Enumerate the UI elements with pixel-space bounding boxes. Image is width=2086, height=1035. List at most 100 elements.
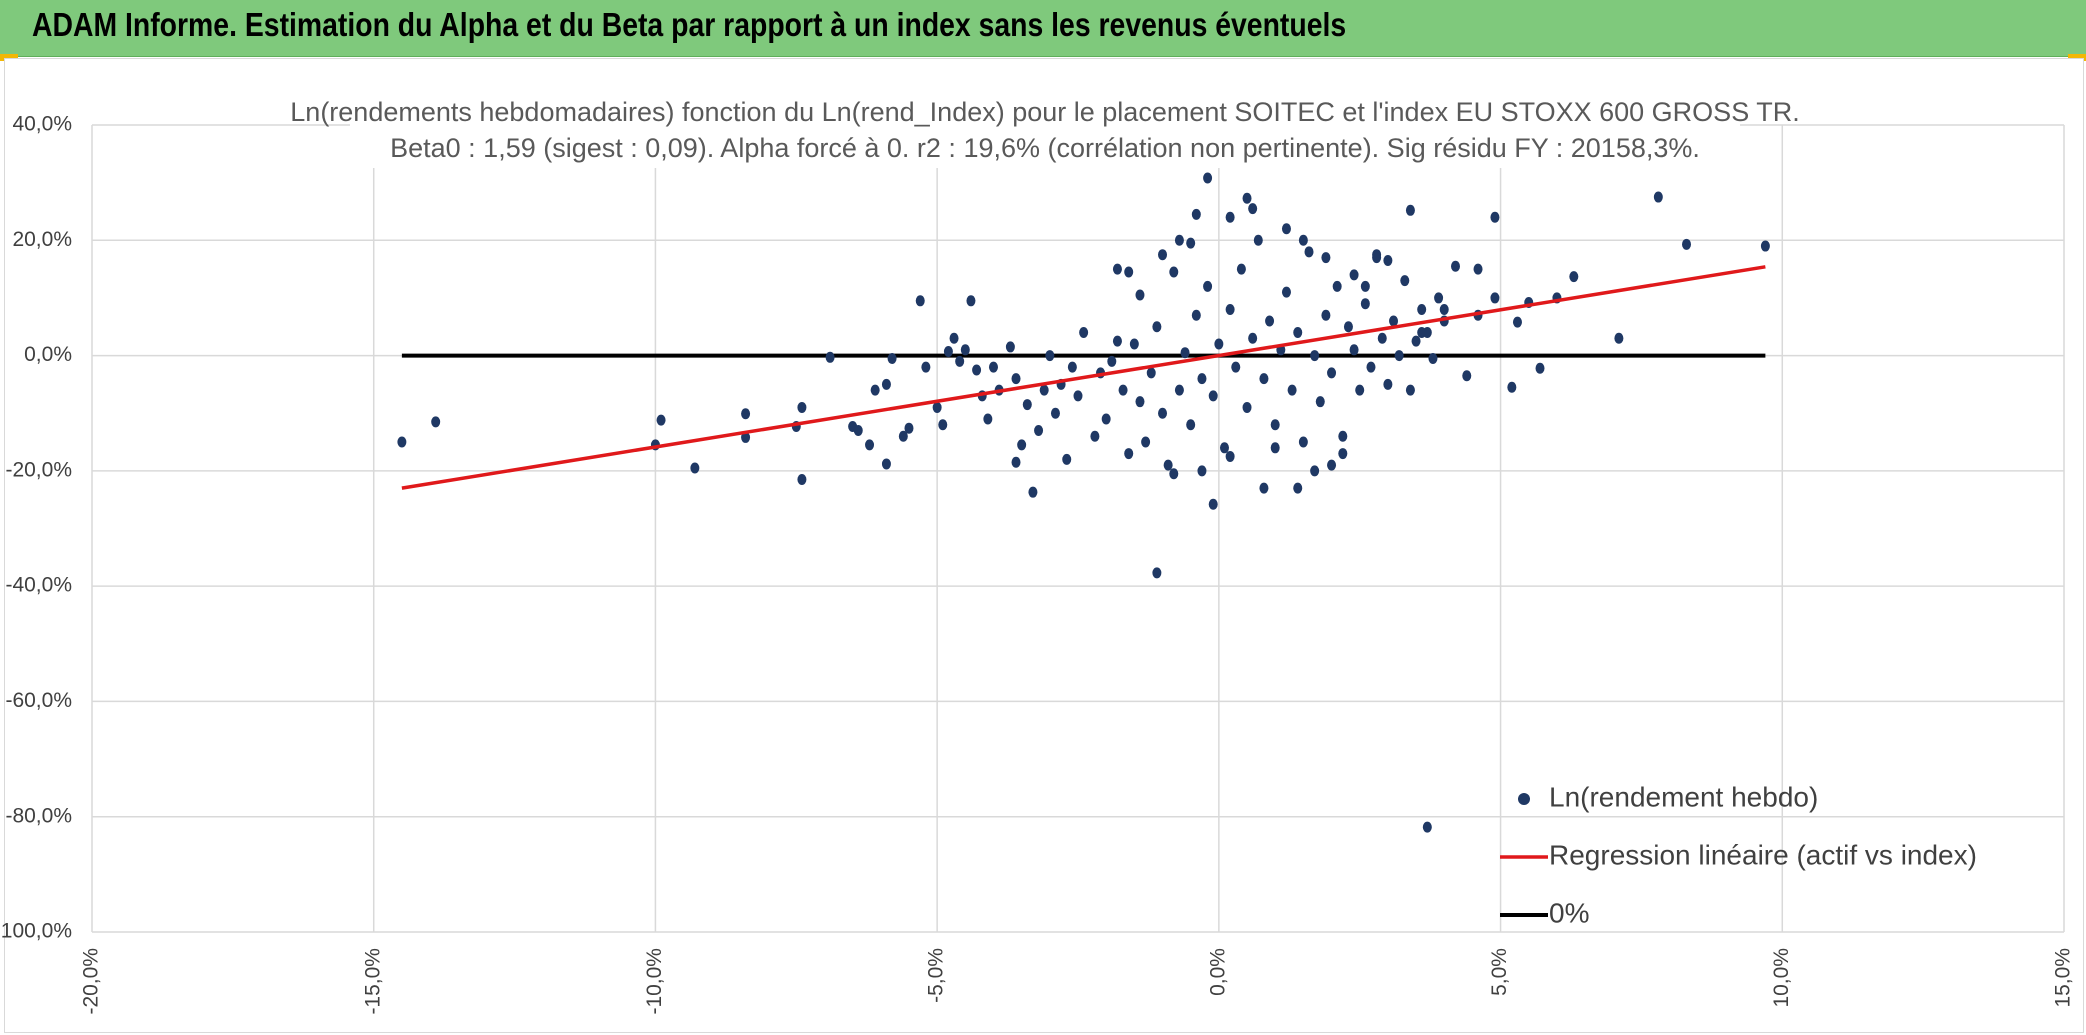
- data-point: [1270, 442, 1280, 454]
- data-point: [1242, 192, 1252, 204]
- data-point: [955, 355, 965, 367]
- data-point: [656, 414, 666, 426]
- data-point: [1152, 567, 1162, 579]
- data-point: [1067, 361, 1077, 373]
- data-point: [887, 352, 897, 364]
- y-tick-label: -80,0%: [5, 804, 72, 827]
- y-tick-label: 40,0%: [12, 113, 72, 136]
- chart-title: Ln(rendements hebdomadaires) fonction du…: [290, 97, 1799, 127]
- data-point: [1101, 413, 1111, 425]
- data-point: [797, 401, 807, 413]
- y-tick-label: -60,0%: [5, 689, 72, 712]
- data-point: [1355, 384, 1365, 396]
- y-axis-ticks: 40,0% 20,0% 0,0% -20,0% -40,0% -60,0% -80,0% -1…: [0, 113, 72, 943]
- data-point: [1186, 419, 1196, 431]
- data-point: [1248, 332, 1258, 344]
- data-point: [1405, 204, 1415, 216]
- data-point: [865, 439, 875, 451]
- data-point: [1135, 289, 1145, 301]
- data-point: [1462, 370, 1472, 382]
- data-point: [1512, 316, 1522, 328]
- data-point: [1124, 266, 1134, 278]
- data-point: [1321, 309, 1331, 321]
- data-point: [1011, 373, 1021, 385]
- data-point: [1366, 361, 1376, 373]
- data-point: [1197, 373, 1207, 385]
- data-point: [983, 413, 993, 425]
- data-point: [1614, 332, 1624, 344]
- data-point: [1225, 211, 1235, 223]
- data-point: [1146, 367, 1156, 379]
- data-point: [1158, 407, 1168, 419]
- legend-label-zero: 0%: [1549, 897, 1589, 928]
- data-point: [1163, 459, 1173, 471]
- data-point: [881, 378, 891, 390]
- data-point: [1535, 362, 1545, 374]
- data-point: [932, 401, 942, 413]
- data-point: [1417, 303, 1427, 315]
- corner-marker-right: [2068, 54, 2086, 61]
- data-point: [1231, 361, 1241, 373]
- data-point: [870, 384, 880, 396]
- data-point: [1242, 401, 1252, 413]
- legend: Ln(rendement hebdo) Regression linéaire …: [1500, 781, 1977, 928]
- data-point: [1248, 203, 1258, 215]
- data-point: [1259, 482, 1269, 494]
- data-point: [1208, 390, 1218, 402]
- data-point: [1197, 465, 1207, 477]
- data-point: [938, 419, 948, 431]
- data-point: [1270, 419, 1280, 431]
- y-tick-label: -20,0%: [5, 458, 72, 481]
- data-point: [1174, 234, 1184, 246]
- x-tick-label: -20,0%: [80, 948, 103, 1015]
- data-point: [1253, 234, 1263, 246]
- data-point: [1079, 327, 1089, 339]
- data-point: [943, 346, 953, 358]
- data-point: [1760, 240, 1770, 252]
- data-point: [1400, 275, 1410, 287]
- data-point: [1377, 332, 1387, 344]
- data-point: [797, 474, 807, 486]
- data-point: [1338, 448, 1348, 460]
- data-point: [1287, 384, 1297, 396]
- y-tick-label: -100,0%: [0, 920, 72, 943]
- data-point: [1310, 350, 1320, 362]
- data-point: [1321, 252, 1331, 264]
- data-point: [1203, 280, 1213, 292]
- chart-area: [4, 58, 2084, 1033]
- x-tick-label: -15,0%: [361, 948, 384, 1015]
- data-point: [1682, 238, 1692, 250]
- data-point: [1293, 327, 1303, 339]
- data-point: [1219, 442, 1229, 454]
- data-point: [1169, 266, 1179, 278]
- data-point: [1034, 425, 1044, 437]
- data-point: [898, 430, 908, 442]
- data-point: [431, 416, 441, 428]
- data-point: [1073, 390, 1083, 402]
- data-point: [1191, 208, 1201, 220]
- data-point: [1569, 271, 1579, 283]
- corner-marker-left: [0, 54, 18, 61]
- data-point: [1293, 482, 1303, 494]
- data-point: [915, 295, 925, 307]
- data-point: [1383, 254, 1393, 266]
- data-point: [1422, 821, 1432, 833]
- data-point: [1281, 286, 1291, 298]
- chart-subtitle: Beta0 : 1,59 (sigest : 0,09). Alpha forc…: [390, 133, 1700, 163]
- data-point: [1653, 191, 1663, 203]
- legend-marker-points: [1518, 793, 1530, 805]
- data-point: [1118, 384, 1128, 396]
- data-point: [1129, 338, 1139, 350]
- data-point: [1298, 436, 1308, 448]
- data-point: [1411, 335, 1421, 347]
- data-point: [972, 364, 982, 376]
- data-point: [1507, 381, 1517, 393]
- data-point: [904, 422, 914, 434]
- data-point: [1045, 350, 1055, 362]
- data-point: [1214, 338, 1224, 350]
- x-tick-label: 5,0%: [1488, 948, 1511, 996]
- data-point: [1152, 321, 1162, 333]
- data-point: [1372, 249, 1382, 261]
- data-point: [1112, 263, 1122, 275]
